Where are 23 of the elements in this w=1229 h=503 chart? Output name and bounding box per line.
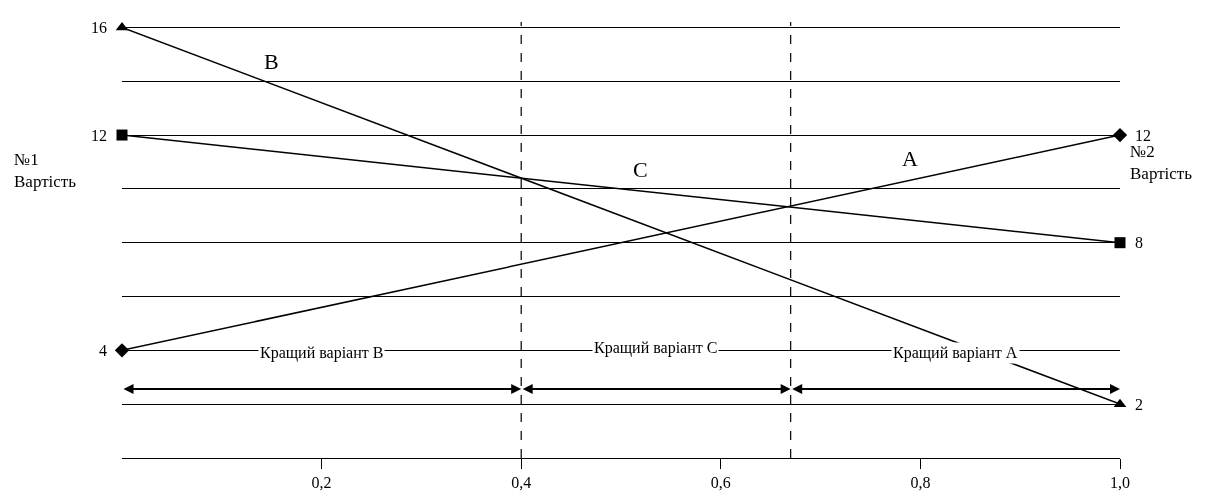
series-label: C xyxy=(633,157,648,182)
y2-tick-label: 8 xyxy=(1135,234,1143,252)
x-tick-label: 1,0 xyxy=(1110,474,1130,492)
y2-tick-label: 12 xyxy=(1135,126,1151,144)
y2-tick-label: 2 xyxy=(1135,395,1143,413)
annotation: Кращий варіант B xyxy=(260,344,384,362)
series-label: A xyxy=(902,146,918,171)
series-label: B xyxy=(264,49,279,74)
x-tick-label: 0,4 xyxy=(511,474,532,492)
y2-axis-title: №2 Вартість xyxy=(1130,142,1193,184)
x-tick-label: 0,6 xyxy=(710,474,731,492)
point xyxy=(114,343,130,358)
point xyxy=(1114,237,1126,249)
x-tick-label: 0,2 xyxy=(311,474,332,492)
point xyxy=(116,129,128,141)
y-tick-label: 4 xyxy=(99,341,107,359)
y-tick-label: 16 xyxy=(91,18,107,36)
y-tick-label: 12 xyxy=(91,126,107,144)
point xyxy=(1112,127,1128,143)
y-axis-title: №1 Вартість xyxy=(14,150,77,192)
annotation: Кращий варіант C xyxy=(594,339,718,357)
x-tick-label: 0,8 xyxy=(910,474,931,492)
annotation: Кращий варіант A xyxy=(893,344,1018,362)
